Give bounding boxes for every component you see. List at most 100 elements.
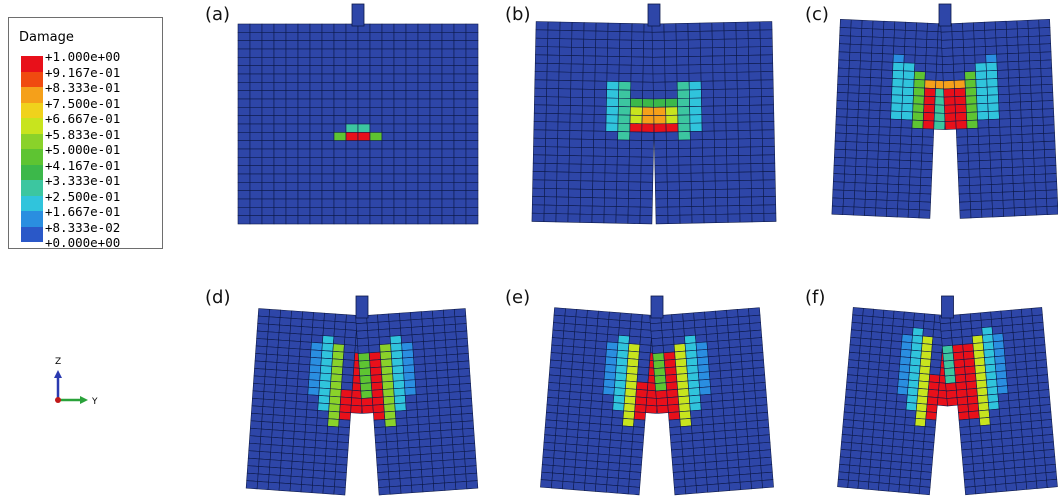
mesh-cell xyxy=(642,98,655,108)
mesh-cell xyxy=(325,440,338,450)
mesh-cell xyxy=(749,121,763,131)
mesh-cell xyxy=(562,330,576,340)
mesh-cell xyxy=(545,129,559,139)
legend-row: +5.000e-01 xyxy=(21,142,161,165)
mesh-cell xyxy=(956,388,968,398)
mesh-cell xyxy=(748,457,762,467)
mesh-cell xyxy=(920,177,932,187)
mesh-cell xyxy=(552,465,565,475)
mesh-cell xyxy=(408,439,421,449)
mesh-cell xyxy=(335,464,348,473)
mesh-cell xyxy=(945,389,958,399)
mesh-cell xyxy=(429,132,443,141)
mesh-cell xyxy=(559,30,573,40)
mesh-cell xyxy=(309,65,323,75)
mesh-cell xyxy=(624,388,637,398)
mesh-cell xyxy=(297,65,311,75)
mesh-cell xyxy=(925,55,938,65)
mesh-cell xyxy=(297,132,311,141)
mesh-cell xyxy=(725,113,739,123)
mesh-cell xyxy=(333,73,347,83)
mesh-cell xyxy=(333,23,347,33)
mesh-cell xyxy=(975,70,988,80)
mesh-cell xyxy=(962,30,975,40)
mesh-cell xyxy=(401,349,414,359)
mesh-cell xyxy=(724,71,738,82)
mesh-cell xyxy=(306,394,320,404)
mesh-cell xyxy=(577,429,590,439)
mesh-cell xyxy=(631,48,644,58)
mesh-cell xyxy=(759,37,773,48)
mesh-cell xyxy=(619,312,632,322)
mesh-cell xyxy=(249,73,263,83)
mesh-cell xyxy=(381,215,395,225)
mesh-cell xyxy=(976,111,989,121)
mesh-cell xyxy=(278,482,291,492)
mesh-cell xyxy=(381,380,395,390)
mesh-cell xyxy=(545,113,559,123)
mesh-cell xyxy=(954,104,967,114)
mesh-cell xyxy=(607,22,621,32)
mesh-cell xyxy=(273,82,287,91)
mesh-cell xyxy=(311,327,324,336)
mesh-cell xyxy=(396,425,409,434)
mesh-cell xyxy=(688,56,702,66)
mesh-cell xyxy=(853,412,865,422)
mesh-cell xyxy=(989,159,1002,169)
mesh-cell xyxy=(878,126,891,136)
mesh-cell xyxy=(693,454,706,464)
mesh-cell xyxy=(586,445,600,455)
mesh-panel-e xyxy=(540,295,774,496)
mesh-cell xyxy=(848,68,861,78)
mesh-cell xyxy=(357,345,370,354)
mesh-cell xyxy=(967,144,980,154)
mesh-cell xyxy=(725,96,738,107)
mesh-cell xyxy=(727,196,741,207)
mesh-cell xyxy=(710,393,723,403)
mesh-cell xyxy=(892,431,905,441)
mesh-cell xyxy=(969,192,982,203)
mesh-cell xyxy=(559,21,573,31)
mesh-cell xyxy=(321,182,335,191)
mesh-cell xyxy=(680,433,694,442)
mesh-cell xyxy=(615,214,629,224)
mesh-cell xyxy=(381,82,395,91)
mesh-cell xyxy=(883,415,896,425)
mesh-cell xyxy=(394,402,407,412)
mesh-cell xyxy=(619,31,633,41)
mesh-cell xyxy=(854,174,867,184)
mesh-cell xyxy=(267,481,280,491)
mesh-cell xyxy=(661,329,674,339)
mesh-cell xyxy=(297,40,311,50)
mesh-cell xyxy=(677,106,691,116)
mesh-cell xyxy=(548,367,562,377)
mesh-cell xyxy=(453,165,467,175)
mesh-right-half xyxy=(940,19,1058,219)
mesh-cell xyxy=(344,336,357,346)
mesh-cell xyxy=(758,441,771,451)
mesh-cell xyxy=(856,375,869,385)
legend-label: +1.000e+00 xyxy=(45,49,121,64)
mesh-cell xyxy=(299,348,312,358)
mesh-cell xyxy=(983,21,996,31)
mesh-cell xyxy=(401,341,414,351)
mesh-cell xyxy=(843,189,856,200)
mesh-cell xyxy=(634,396,648,406)
mesh-cell xyxy=(333,215,347,225)
mesh-cell xyxy=(859,458,872,468)
mesh-cell xyxy=(1023,182,1036,192)
mesh-cell xyxy=(382,388,395,398)
mesh-cell xyxy=(357,352,371,362)
mesh-cell xyxy=(303,446,316,456)
mesh-cell xyxy=(405,82,419,91)
mesh-cell xyxy=(457,360,470,370)
mesh-cell xyxy=(696,349,709,359)
mesh-cell xyxy=(1011,429,1023,439)
mesh-cell xyxy=(921,144,934,154)
mesh-cell xyxy=(593,147,606,157)
mesh-cell xyxy=(465,40,479,50)
mesh-cell xyxy=(321,190,335,200)
mesh-cell xyxy=(628,343,641,353)
mesh-cell xyxy=(321,132,335,141)
mesh-cell xyxy=(895,401,907,411)
